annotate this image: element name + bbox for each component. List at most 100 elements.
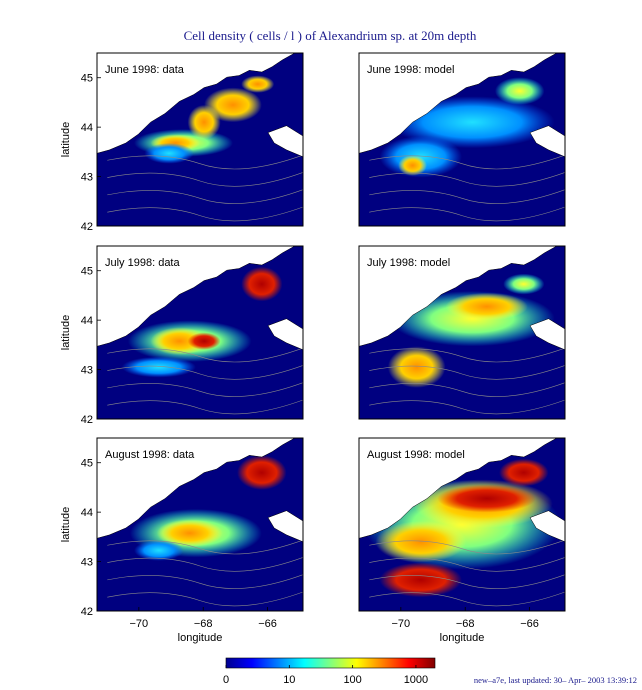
density-patch: [437, 484, 537, 513]
land-mass: [97, 53, 296, 154]
y-tick-label: 45: [81, 458, 93, 470]
y-axis-label: latitude: [60, 507, 72, 542]
y-tick-label: 43: [81, 557, 93, 569]
depth-contour: [107, 206, 303, 222]
panel-frame: [358, 245, 566, 420]
x-axis-label: longitude: [440, 632, 485, 644]
x-tick-label: −68: [194, 618, 213, 630]
land-mass: [359, 438, 558, 539]
panel-2: June 1998: model: [358, 52, 566, 227]
depth-contour: [107, 557, 303, 572]
land-mass: [267, 125, 303, 158]
panel-frame: [96, 52, 304, 227]
y-tick-label: 44: [81, 122, 93, 134]
colorbar: 0 10 100 1000: [223, 657, 436, 686]
land-mass: [97, 438, 296, 539]
density-patch: [499, 458, 549, 487]
panel-title: August 1998: data: [105, 449, 195, 461]
colorbar-tick-label: 0: [223, 674, 229, 686]
x-tick-label: −66: [520, 618, 539, 630]
y-tick-label: 44: [81, 507, 93, 519]
y-tick-label: 44: [81, 315, 93, 327]
colorbar-ticks: 0 10 100 1000: [223, 665, 428, 686]
depth-contour: [369, 574, 565, 589]
panel-6: August 1998: model −70 −68 −66 longitude: [358, 437, 566, 644]
land-mass: [529, 318, 565, 351]
depth-contour: [107, 574, 303, 589]
density-patch: [237, 455, 287, 490]
colorbar-tick-label: 10: [283, 674, 295, 686]
density-patch: [375, 521, 467, 563]
depth-contour: [369, 347, 565, 363]
panel-frame: [96, 245, 304, 420]
depth-contour: [107, 154, 303, 170]
land-mass: [267, 318, 303, 351]
depth-contour: [369, 206, 565, 222]
panel-frame: [96, 437, 304, 612]
y-tick-label: 43: [81, 172, 93, 184]
figure-title: Cell density ( cells / l ) of Alexandriu…: [184, 28, 477, 43]
y-axis-label: latitude: [60, 122, 72, 157]
density-patch: [121, 356, 196, 378]
panel-title: July 1998: data: [105, 257, 180, 269]
depth-contour: [369, 539, 565, 555]
density-patch: [241, 75, 275, 93]
depth-contour: [369, 399, 565, 415]
panel-3: July 1998: data 42 43 44 45 latitude: [60, 245, 304, 426]
land-mass: [529, 510, 565, 543]
depth-contour: [369, 591, 565, 607]
density-patch: [134, 540, 184, 561]
density-patch: [398, 155, 427, 176]
density-patch: [144, 142, 194, 164]
land-mass: [267, 510, 303, 543]
panel-title: August 1998: model: [367, 449, 465, 461]
y-tick-label: 45: [81, 266, 93, 278]
panel-title: June 1998: model: [367, 64, 454, 76]
depth-contour: [107, 189, 303, 204]
x-tick-label: −68: [456, 618, 475, 630]
depth-contour: [107, 365, 303, 380]
depth-contour: [369, 382, 565, 397]
depth-contour: [107, 347, 303, 363]
density-patch: [150, 327, 209, 355]
x-axis-label: longitude: [178, 632, 223, 644]
panel-4: July 1998: model: [358, 245, 566, 420]
density-patch: [387, 346, 446, 388]
panel-5: August 1998: data 42 43 44 45 −70 −68 −66 latitu…: [60, 437, 304, 644]
depth-contour: [107, 382, 303, 397]
y-tick-label: 45: [81, 73, 93, 85]
colorbar-tick-label: 1000: [404, 674, 428, 686]
density-patch: [204, 87, 262, 123]
density-patch: [445, 292, 528, 321]
depth-contour: [369, 557, 565, 572]
panel-1: June 1998: data 42 43 44 45 latitude: [60, 52, 304, 233]
density-patch: [187, 332, 221, 350]
density-patch: [187, 104, 221, 140]
panel-title: July 1998: model: [367, 257, 450, 269]
depth-contour: [369, 365, 565, 380]
y-tick-label: 42: [81, 221, 93, 233]
density-patch: [503, 273, 545, 295]
y-axis-label: latitude: [60, 315, 72, 350]
depth-contour: [369, 172, 565, 187]
y-tick-label: 43: [81, 365, 93, 377]
depth-contour: [107, 172, 303, 187]
y-tick-label: 42: [81, 414, 93, 426]
land-mass: [97, 246, 296, 347]
x-tick-label: −66: [258, 618, 277, 630]
colorbar-gradient: [225, 657, 436, 669]
depth-contour: [107, 591, 303, 607]
land-mass: [359, 53, 558, 154]
density-patch: [379, 562, 462, 598]
footer-stamp: new–a7e, last updated: 30– Apr– 2003 13:…: [474, 675, 637, 685]
land-mass: [529, 125, 565, 158]
depth-contour: [107, 399, 303, 415]
depth-contour: [107, 539, 303, 555]
density-patch: [156, 519, 223, 547]
x-tick-label: −70: [130, 618, 149, 630]
panel-frame: [358, 52, 566, 227]
y-tick-label: 42: [81, 606, 93, 618]
depth-contour: [369, 154, 565, 170]
land-mass: [359, 246, 558, 347]
